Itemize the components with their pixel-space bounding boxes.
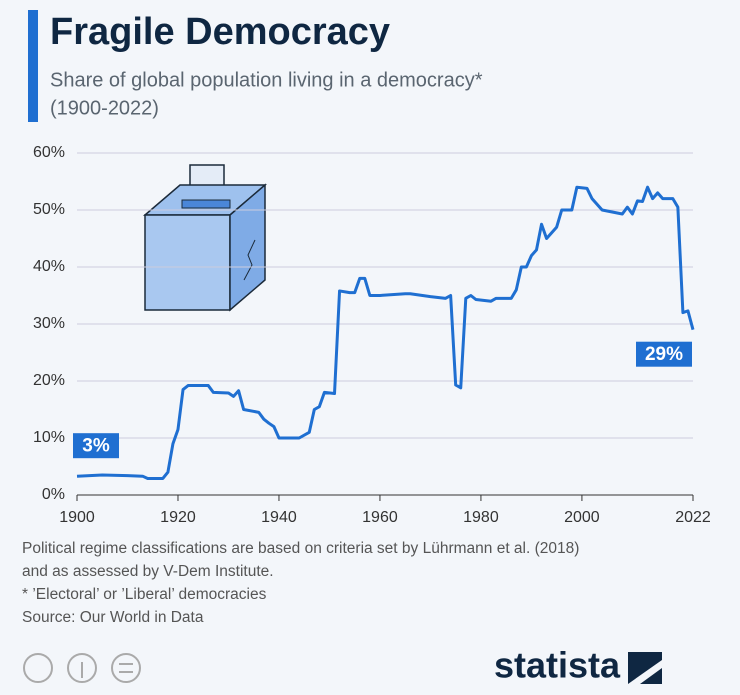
accent-bar <box>28 10 38 122</box>
note: and as assessed by V-Dem Institute. <box>22 563 274 580</box>
annotation: 29% <box>645 344 683 365</box>
x-tick-label: 1960 <box>362 509 398 526</box>
annotation: 3% <box>82 436 110 457</box>
y-tick-label: 20% <box>33 372 65 389</box>
y-tick-label: 0% <box>42 486 65 503</box>
y-tick-label: 60% <box>33 144 65 161</box>
note: Source: Our World in Data <box>22 609 204 626</box>
x-tick-label: 1980 <box>463 509 499 526</box>
x-tick-label: 1900 <box>59 509 95 526</box>
x-tick-label: 1920 <box>160 509 196 526</box>
license-icons <box>23 653 141 683</box>
subtitle: (1900-2022) <box>50 97 159 119</box>
y-tick-label: 50% <box>33 201 65 218</box>
ballot-box-icon <box>142 164 268 312</box>
line <box>76 185 695 480</box>
y-tick-label: 10% <box>33 429 65 446</box>
brand-mark <box>628 652 662 684</box>
x-tick-label: 2022 <box>675 509 711 526</box>
brand: statista <box>494 645 621 686</box>
x-tick-label: 2000 <box>564 509 600 526</box>
note: * ’Electoral’ or ’Liberal’ democracies <box>22 586 267 603</box>
subtitle: Share of global population living in a d… <box>50 69 483 91</box>
chart-title: Fragile Democracy <box>50 11 390 53</box>
annotation-box <box>73 433 119 459</box>
y-tick-label: 30% <box>33 315 65 332</box>
x-tick-label: 1940 <box>261 509 297 526</box>
note: Political regime classifications are bas… <box>22 540 579 557</box>
annotation-box <box>636 341 692 367</box>
y-tick-label: 40% <box>33 258 65 275</box>
